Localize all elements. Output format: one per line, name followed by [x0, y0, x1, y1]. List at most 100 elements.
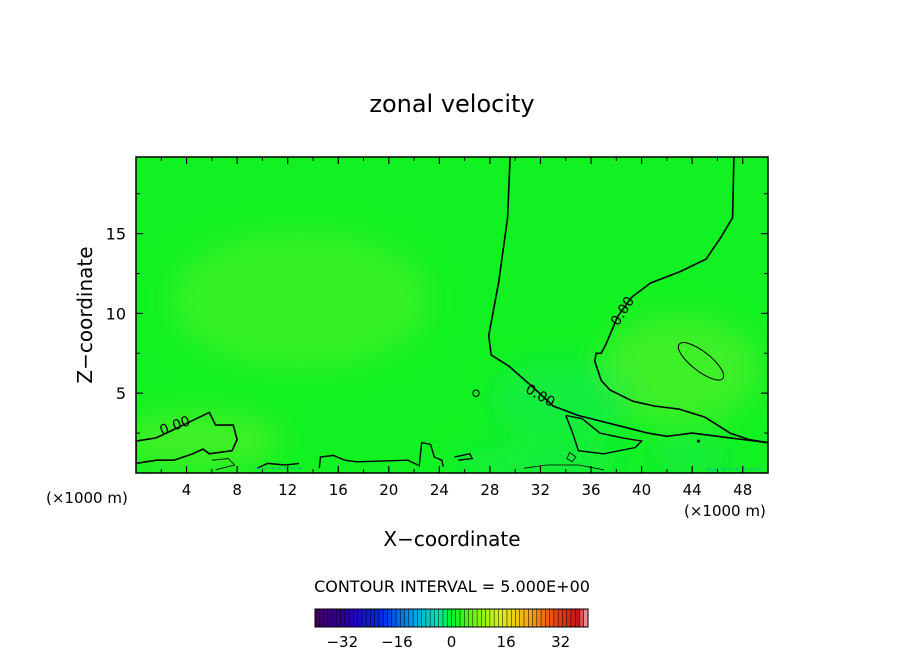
colorbar-cell [570, 609, 576, 627]
colorbar-tick-label: 32 [551, 633, 570, 651]
x-tick-label: 40 [632, 481, 651, 499]
colorbar-cell [541, 609, 546, 627]
colorbar-cell [558, 609, 563, 627]
colorbar-cell [511, 609, 516, 627]
colorbar-cell [502, 609, 508, 627]
colorbar-cell [430, 609, 435, 627]
x-tick-label: 32 [531, 481, 550, 499]
colorbar-cell [442, 609, 448, 627]
colorbar-cell [344, 609, 350, 627]
colorbar-cell [383, 609, 388, 627]
colorbar-cell [519, 609, 525, 627]
x-tick-label: 20 [379, 481, 398, 499]
colorbar-cell [562, 609, 567, 627]
field-blob-negative-centre [490, 360, 630, 440]
colorbar-cell [566, 609, 572, 627]
colorbar-cell [498, 609, 503, 627]
colorbar-cell [549, 609, 555, 627]
x-unit-right: (×1000 m) [684, 502, 766, 520]
contour-feature-loop-1 [472, 389, 480, 397]
contour-thin-loop-left [211, 458, 236, 471]
contour-small-bump-26 [454, 453, 474, 461]
x-tick-label: 48 [733, 481, 752, 499]
colorbar-cell [327, 609, 333, 627]
contour-lines [136, 157, 768, 465]
colorbar-cell [425, 609, 431, 627]
colorbar-cell [481, 609, 486, 627]
contour-dot [697, 439, 700, 443]
colorbar-cell [349, 609, 354, 627]
colorbar-cell [553, 609, 559, 627]
colorbar-cell [515, 609, 521, 627]
colorbar-cell [353, 609, 358, 627]
colorbar-cell [583, 609, 589, 627]
colorbar-cell [451, 609, 457, 627]
colorbar-cell [374, 609, 380, 627]
colorbar-frame [314, 608, 589, 628]
colorbar-cell [357, 609, 363, 627]
contour-tiny-loop-34 [566, 451, 577, 463]
colorbar-cell [536, 609, 542, 627]
colorbar-cell [319, 609, 324, 627]
colorbar-cell [391, 609, 397, 627]
colorbar-cell [485, 609, 491, 627]
x-tick-label: 24 [430, 481, 449, 499]
x-tick-label: 16 [329, 481, 348, 499]
colorbar-cell [477, 609, 482, 627]
colorbar-cell [434, 609, 440, 627]
y-tick-label: 15 [106, 225, 126, 244]
colorbar-cell [545, 609, 550, 627]
field-blob-positive-right [600, 315, 760, 425]
contour-feature-ellipse-0 [677, 342, 725, 381]
contour-bottom-segment [318, 454, 419, 469]
colorbar-cell [438, 609, 444, 627]
x-unit-left: (×1000 m) [46, 489, 128, 507]
colorbar-cell [323, 609, 329, 627]
colorbar-cell [575, 609, 580, 627]
zero-contour-left [136, 411, 238, 465]
contour-bottom-segment-2 [257, 462, 300, 469]
x-tick-label: 36 [581, 481, 600, 499]
y-tick-label: 5 [116, 384, 126, 403]
colorbar-cell [532, 609, 538, 627]
colorbar-cell [494, 609, 499, 627]
colorbar-cell [315, 609, 320, 627]
colorbar-cell [417, 609, 422, 627]
colorbar-labels: −32 −16 0 16 32 [326, 633, 570, 651]
field-blob-positive-upper-left [170, 230, 430, 370]
plot-frame [135, 156, 769, 474]
colorbar-tick-label: −32 [326, 633, 358, 651]
colorbar-cell [332, 609, 337, 627]
colorbar-cell [464, 609, 469, 627]
colorbar-cell [524, 609, 529, 627]
axis-ticks [136, 157, 768, 473]
colorbar-cell [472, 609, 478, 627]
colorbar-cell [378, 609, 384, 627]
colorbar-cell [460, 609, 465, 627]
zero-contour-main [487, 157, 768, 444]
x-tick-label: 12 [278, 481, 297, 499]
x-axis-label: X−coordinate [383, 527, 520, 551]
contour-interval-text: CONTOUR INTERVAL = 5.000E+00 [314, 577, 590, 596]
colorbar-cell [361, 609, 367, 627]
colorbar-cell [370, 609, 376, 627]
colorbar-tick-label: −16 [381, 633, 413, 651]
colorbar-cell [400, 609, 405, 627]
x-tick-label: 8 [232, 481, 242, 499]
colorbar-cell [387, 609, 393, 627]
colorbar-cell [340, 609, 346, 627]
colorbar-tick-label: 0 [447, 633, 457, 651]
colorbar-cell [455, 609, 461, 627]
zero-contour-right [593, 157, 768, 444]
colorbar-cell [506, 609, 512, 627]
colorbar-tick-label: 16 [497, 633, 516, 651]
field-blob-negative-right-bottom [650, 437, 730, 473]
velocity-field [136, 157, 768, 473]
x-tick-label: 44 [683, 481, 702, 499]
colorbar-cell [579, 609, 585, 627]
colorbar [314, 608, 589, 628]
colorbar-cell [366, 609, 371, 627]
colorbar-cell [447, 609, 452, 627]
